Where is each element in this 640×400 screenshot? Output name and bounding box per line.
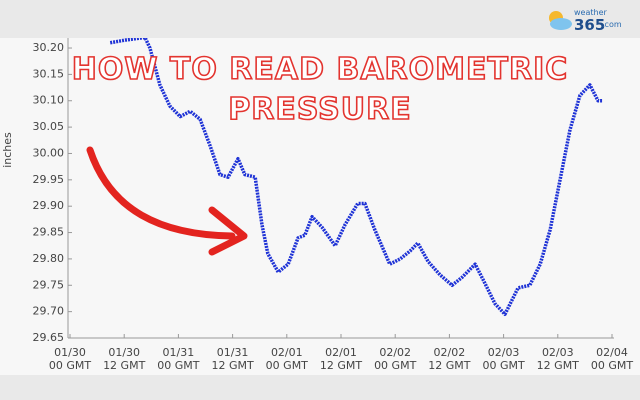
y-tick-label: 29.65 [33, 331, 65, 344]
arrow-head [208, 206, 248, 256]
pressure-line [109, 38, 603, 317]
x-tick-label: 01/30 00 GMT [48, 346, 92, 372]
y-tick-label: 30.10 [33, 94, 65, 107]
x-tick-label: 01/31 00 GMT [157, 346, 200, 372]
y-tick-label: 30.05 [33, 120, 65, 133]
x-tick-label: 01/30 12 GMT [103, 346, 146, 372]
logo-text: .com [602, 20, 622, 29]
x-tick-label: 02/02 00 GMT [374, 346, 417, 372]
y-tick-label: 29.80 [33, 252, 65, 265]
y-tick-label: 29.95 [33, 173, 65, 186]
logo-text: weather [574, 8, 607, 17]
y-tick-label: 30.15 [33, 67, 65, 80]
y-tick-label: 29.90 [33, 199, 65, 212]
y-tick-label: 30.00 [33, 146, 65, 159]
arrow [86, 146, 236, 240]
x-tick-label: 02/02 12 GMT [428, 346, 471, 372]
x-tick-label: 02/03 12 GMT [536, 346, 579, 372]
x-tick-label: 02/04 00 GMT [590, 346, 634, 372]
x-tick-label: 01/31 12 GMT [211, 346, 254, 372]
title: HOW TO READ BAROMETRIC PRESSURE [71, 51, 569, 128]
logo-text: 365 [574, 16, 606, 34]
y-axis-label: inches [1, 132, 14, 168]
x-tick-label: 02/01 00 GMT [265, 346, 308, 372]
x-tick-label: 02/01 12 GMT [319, 346, 363, 372]
y-tick-label: 29.85 [33, 226, 65, 239]
y-tick-label: 30.20 [33, 41, 65, 54]
y-tick-label: 29.75 [33, 278, 65, 291]
y-tick-label: 29.70 [33, 305, 65, 318]
background [0, 38, 640, 375]
logo: weather 365 .com [546, 8, 626, 36]
logo-icon [549, 11, 572, 30]
x-tick-label: 02/03 00 GMT [482, 346, 525, 372]
